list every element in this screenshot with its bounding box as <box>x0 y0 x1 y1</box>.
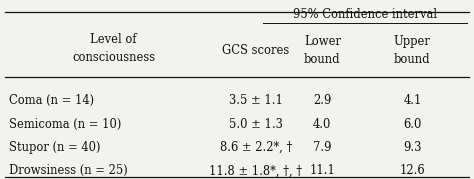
Text: Stupor (n = 40): Stupor (n = 40) <box>9 141 101 154</box>
Text: Upper
bound: Upper bound <box>394 35 431 66</box>
Text: Level of
consciousness: Level of consciousness <box>72 33 155 64</box>
Text: 6.0: 6.0 <box>403 118 421 131</box>
Text: 12.6: 12.6 <box>400 165 425 177</box>
Text: 5.0 ± 1.3: 5.0 ± 1.3 <box>229 118 283 131</box>
Text: 9.3: 9.3 <box>403 141 421 154</box>
Text: GCS scores: GCS scores <box>222 44 290 57</box>
Text: Semicoma (n = 10): Semicoma (n = 10) <box>9 118 122 131</box>
Text: 4.0: 4.0 <box>313 118 331 131</box>
Text: 7.9: 7.9 <box>313 141 332 154</box>
Text: 95% Confidence interval: 95% Confidence interval <box>293 8 437 21</box>
Text: 8.6 ± 2.2*, †: 8.6 ± 2.2*, † <box>220 141 292 154</box>
Text: 11.1: 11.1 <box>310 165 335 177</box>
Text: 3.5 ± 1.1: 3.5 ± 1.1 <box>229 94 283 107</box>
Text: Drowsiness (n = 25): Drowsiness (n = 25) <box>9 165 128 177</box>
Text: 2.9: 2.9 <box>313 94 331 107</box>
Text: 11.8 ± 1.8*, †, †: 11.8 ± 1.8*, †, † <box>210 165 302 177</box>
Text: Coma (n = 14): Coma (n = 14) <box>9 94 95 107</box>
Text: Lower
bound: Lower bound <box>304 35 341 66</box>
Text: 4.1: 4.1 <box>403 94 421 107</box>
